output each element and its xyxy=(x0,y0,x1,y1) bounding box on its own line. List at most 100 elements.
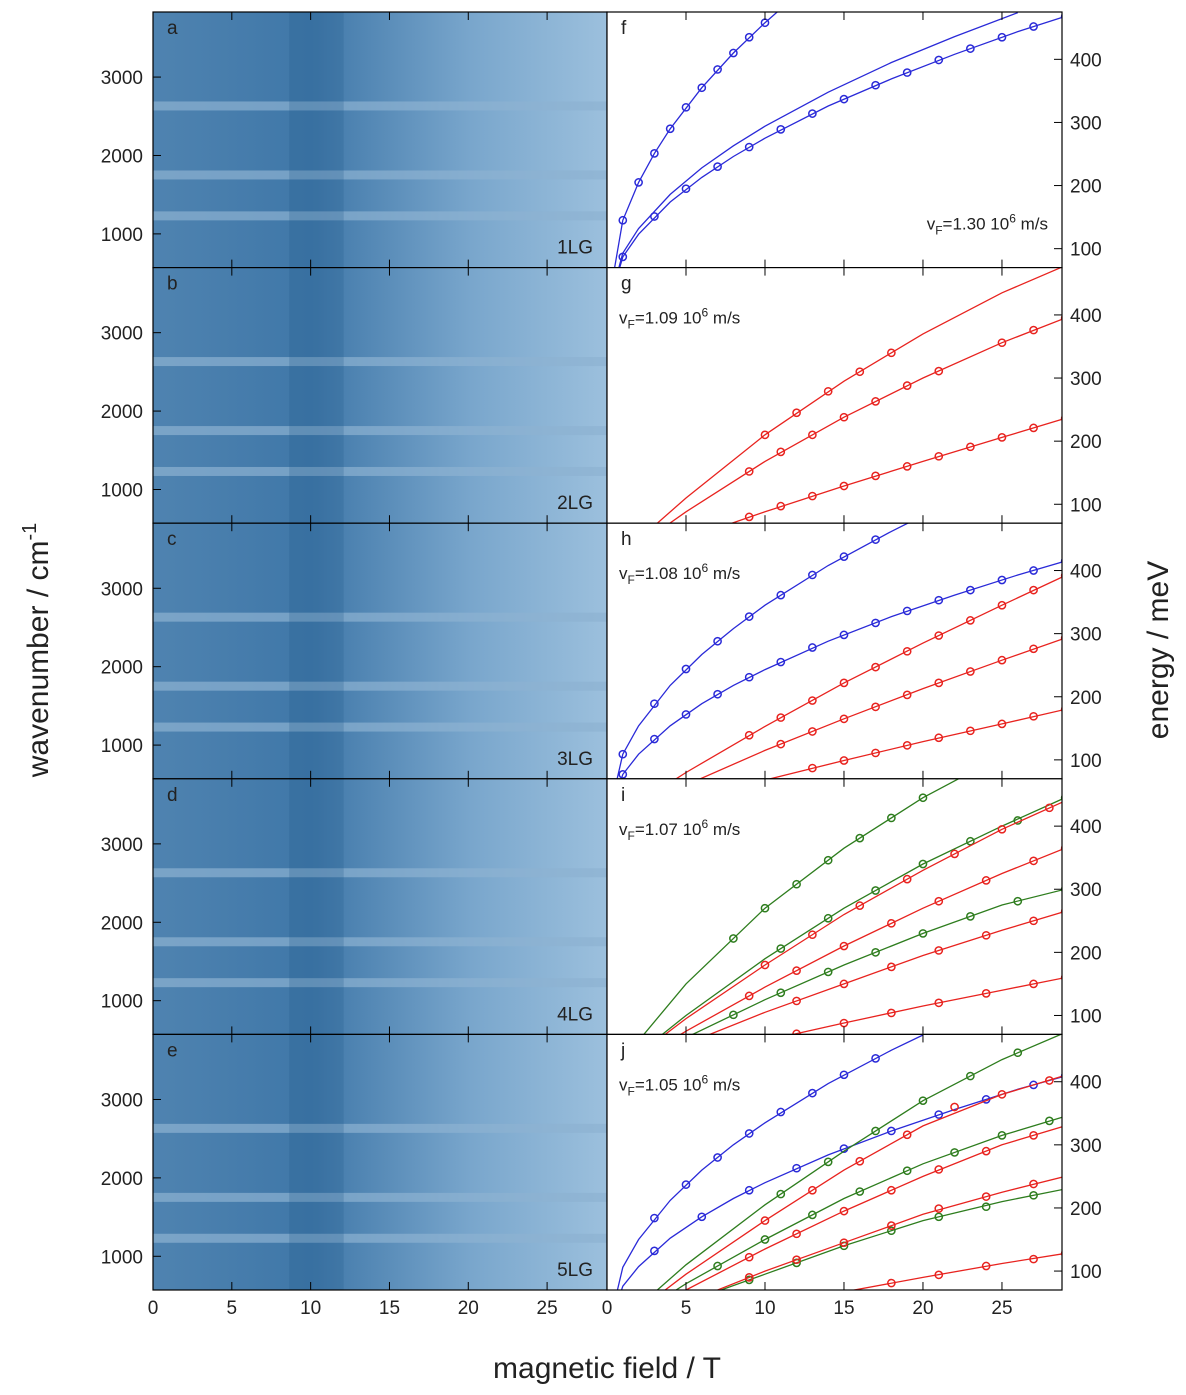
data-point xyxy=(744,730,754,740)
data-point xyxy=(871,748,880,758)
panel-letter: j xyxy=(620,1040,625,1061)
data-point xyxy=(618,252,628,262)
x-tick-label: 10 xyxy=(300,1298,321,1319)
vf-annotation-part: v xyxy=(619,564,628,583)
data-point xyxy=(1060,572,1062,579)
y-axis-title: wavenumber / cm-1 xyxy=(19,523,55,779)
vf-annotation-part: 6 xyxy=(1009,212,1016,226)
data-point xyxy=(713,636,722,646)
data-point xyxy=(808,727,817,736)
y-tick-label: 2000 xyxy=(101,1169,143,1190)
panel-letter: h xyxy=(621,529,632,550)
heatmap-band xyxy=(153,426,607,436)
data-point xyxy=(792,408,801,418)
data-point xyxy=(966,912,975,921)
vf-annotation: vF=1.08 106 m/s xyxy=(619,561,740,587)
data-point xyxy=(697,83,707,93)
data-point xyxy=(966,616,975,625)
fit-line xyxy=(715,1176,1062,1291)
data-point xyxy=(1029,22,1038,31)
y2-tick-label: 300 xyxy=(1070,625,1102,646)
data-point xyxy=(713,1153,722,1162)
data-point xyxy=(1029,1179,1038,1189)
plot-area xyxy=(607,267,1062,524)
fit-line xyxy=(619,16,1062,268)
vf-annotation-part: F xyxy=(628,1084,635,1098)
y2-tick-label: 100 xyxy=(1070,1262,1102,1283)
fit-line xyxy=(616,1034,924,1291)
data-point xyxy=(618,770,628,779)
vf-annotation-part: v xyxy=(619,1075,628,1094)
vf-annotation-part: =1.05 10 xyxy=(635,1075,702,1094)
data-point xyxy=(839,1206,849,1216)
data-point xyxy=(887,962,896,972)
data-point xyxy=(871,886,880,895)
data-point xyxy=(887,1226,896,1236)
data-point xyxy=(902,381,912,390)
data-point xyxy=(966,726,975,736)
data-point xyxy=(839,481,849,491)
panel-letter: b xyxy=(167,274,178,295)
data-point xyxy=(997,719,1007,729)
y2-axis-title: energy / meV xyxy=(1142,561,1175,739)
vf-annotation-part: 6 xyxy=(702,817,709,831)
data-point xyxy=(871,948,880,957)
data-point xyxy=(650,699,659,709)
data-point xyxy=(1045,1116,1054,1126)
heatmap-band xyxy=(153,681,607,691)
data-point xyxy=(776,657,786,667)
fit-line xyxy=(613,12,779,268)
data-point xyxy=(792,1229,801,1239)
fit-line xyxy=(618,12,1019,268)
y-tick-label: 1000 xyxy=(101,480,143,501)
fit-line xyxy=(664,1075,1062,1291)
data-point xyxy=(1060,1073,1062,1080)
y2-tick-label: 200 xyxy=(1070,943,1102,964)
data-point xyxy=(1029,711,1038,721)
data-point xyxy=(839,714,849,724)
vf-annotation-part: m/s xyxy=(708,309,740,328)
data-point xyxy=(776,944,786,953)
data-point xyxy=(887,1008,896,1018)
data-point xyxy=(934,1212,944,1222)
data-point xyxy=(934,1270,944,1280)
data-point xyxy=(839,941,849,951)
vf-annotation-part: v xyxy=(619,309,628,328)
vf-annotation-part: m/s xyxy=(1016,215,1048,234)
data-point xyxy=(1045,803,1054,813)
data-point xyxy=(1013,1048,1023,1058)
vf-annotation-part: F xyxy=(628,318,635,332)
data-point xyxy=(776,988,786,998)
data-point xyxy=(744,1273,754,1282)
y-tick-label: 1000 xyxy=(101,736,143,757)
data-point xyxy=(744,1129,754,1138)
data-point xyxy=(729,1010,738,1020)
data-point xyxy=(744,1252,754,1262)
vf-annotation: vF=1.07 106 m/s xyxy=(619,817,740,843)
x-tick-label: 10 xyxy=(754,1298,775,1319)
panel-letter: e xyxy=(167,1040,178,1061)
data-point xyxy=(902,462,912,471)
data-point xyxy=(681,102,691,112)
heatmap-image xyxy=(153,267,607,524)
data-point xyxy=(871,397,880,406)
data-point xyxy=(760,1235,770,1244)
heatmap-band xyxy=(153,1123,607,1133)
heatmap-image xyxy=(153,1034,607,1290)
y-tick-label: 3000 xyxy=(101,1090,143,1111)
heatmap-band xyxy=(153,868,607,878)
panel-frame xyxy=(606,1033,1063,1291)
data-point xyxy=(665,124,675,134)
data-point xyxy=(871,702,880,712)
data-point xyxy=(855,901,865,911)
data-point xyxy=(1060,558,1062,565)
vf-annotation-part: v xyxy=(619,820,628,839)
data-point xyxy=(760,903,770,913)
data-point xyxy=(934,1165,944,1174)
data-point xyxy=(650,212,659,221)
data-point xyxy=(871,618,880,628)
x-tick-label: 0 xyxy=(602,1298,613,1319)
data-point xyxy=(744,467,754,476)
